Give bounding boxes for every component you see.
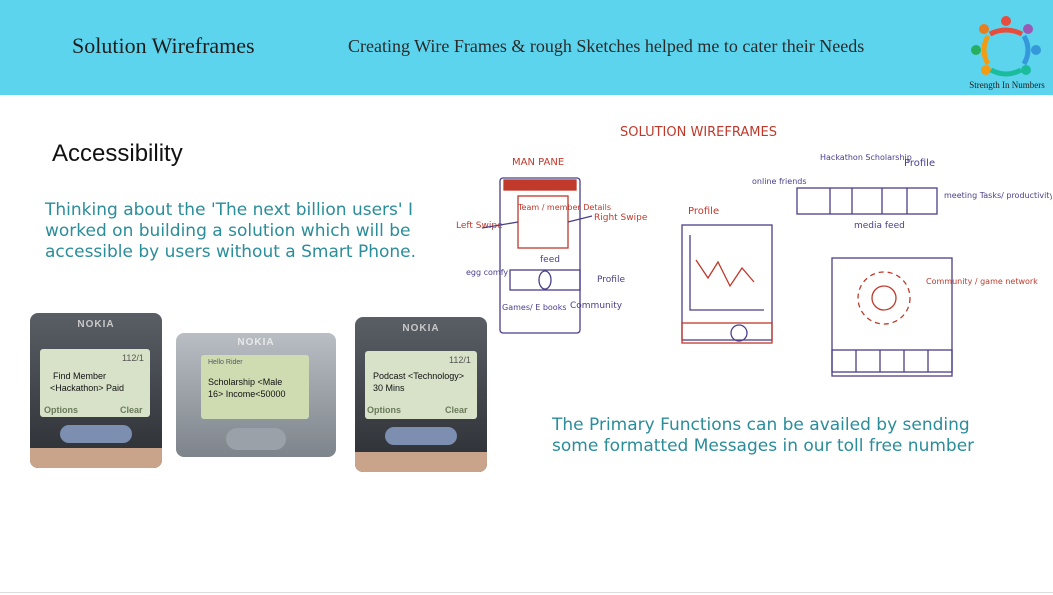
- sketch-media-feed: media feed: [854, 221, 905, 231]
- sketch-hackathon: Hackathon Scholarship: [820, 153, 912, 162]
- sketch-profile-top: Profile: [904, 158, 935, 169]
- sketch-profile-label: Profile: [688, 206, 719, 217]
- phone-status: 112/1: [122, 353, 144, 363]
- phone-status: Hello Rider: [208, 359, 243, 366]
- sketch-games: Games/ E books: [502, 303, 567, 312]
- sketch-left-swipe: Left Swipe: [456, 221, 503, 231]
- clear-softkey: Clear: [445, 405, 468, 415]
- sms-line-2: 16> Income<50000: [208, 389, 286, 399]
- page-subtitle: Creating Wire Frames & rough Sketches he…: [348, 36, 865, 56]
- phone-brand: NOKIA: [402, 323, 440, 334]
- sketch-team-box: Team / member Details: [517, 203, 611, 212]
- sms-line-1: Podcast <Technology>: [373, 371, 465, 381]
- sketch-meeting: meeting Tasks/ productivity: [944, 191, 1052, 200]
- people-circle-logo-icon: [971, 16, 1041, 77]
- sketch-profile-1: Profile: [597, 275, 625, 285]
- phone-screen: [40, 349, 150, 417]
- section-title: Accessibility: [52, 140, 183, 167]
- sms-line-1: Find Member: [53, 371, 107, 381]
- header-bar: Solution Wireframes Creating Wire Frames…: [0, 0, 1053, 95]
- primary-functions-paragraph: The Primary Functions can be availed by …: [552, 415, 975, 456]
- sketch-community-net: Community / game network: [926, 277, 1038, 286]
- sms-line-2: <Hackathon> Paid: [50, 383, 125, 393]
- clear-softkey: Clear: [120, 405, 143, 415]
- intro-paragraph: Thinking about the 'The next billion use…: [45, 200, 417, 262]
- sketch-egg-comfy: egg comfy: [466, 268, 508, 277]
- sketch-online-friends: online friends: [752, 177, 807, 186]
- phone-podcast: NOKIA 112/1 Podcast <Technology> 30 Mins…: [355, 317, 487, 472]
- options-softkey: Options: [367, 405, 401, 415]
- phone-scholarship: NOKIA Hello Rider Scholarship <Male 16> …: [176, 333, 336, 457]
- phone-find-member: NOKIA 112/1 Find Member <Hackathon> Paid…: [30, 313, 162, 468]
- options-softkey: Options: [44, 405, 78, 415]
- page-title: Solution Wireframes: [72, 33, 255, 58]
- sketch-community-1: Community: [570, 301, 623, 311]
- sketch-title: SOLUTION WIREFRAMES: [620, 125, 777, 140]
- logo-tagline: Strength In Numbers: [969, 80, 1045, 90]
- phone-screen: [201, 355, 309, 419]
- sms-line-2: 30 Mins: [373, 383, 405, 393]
- phone-screen: [365, 351, 477, 419]
- wireframe-sketch: SOLUTION WIREFRAMES MAN PANE Team / memb…: [456, 125, 1052, 377]
- sketch-feed: feed: [540, 255, 560, 265]
- phone-status: 112/1: [449, 355, 471, 365]
- sketch-right-swipe: Right Swipe: [594, 213, 648, 223]
- sketch-main-page: MAN PANE: [512, 157, 564, 168]
- phone-brand: NOKIA: [77, 319, 115, 330]
- sms-line-1: Scholarship <Male: [208, 377, 283, 387]
- phone-brand: NOKIA: [237, 337, 275, 348]
- footer-divider: [0, 592, 1053, 593]
